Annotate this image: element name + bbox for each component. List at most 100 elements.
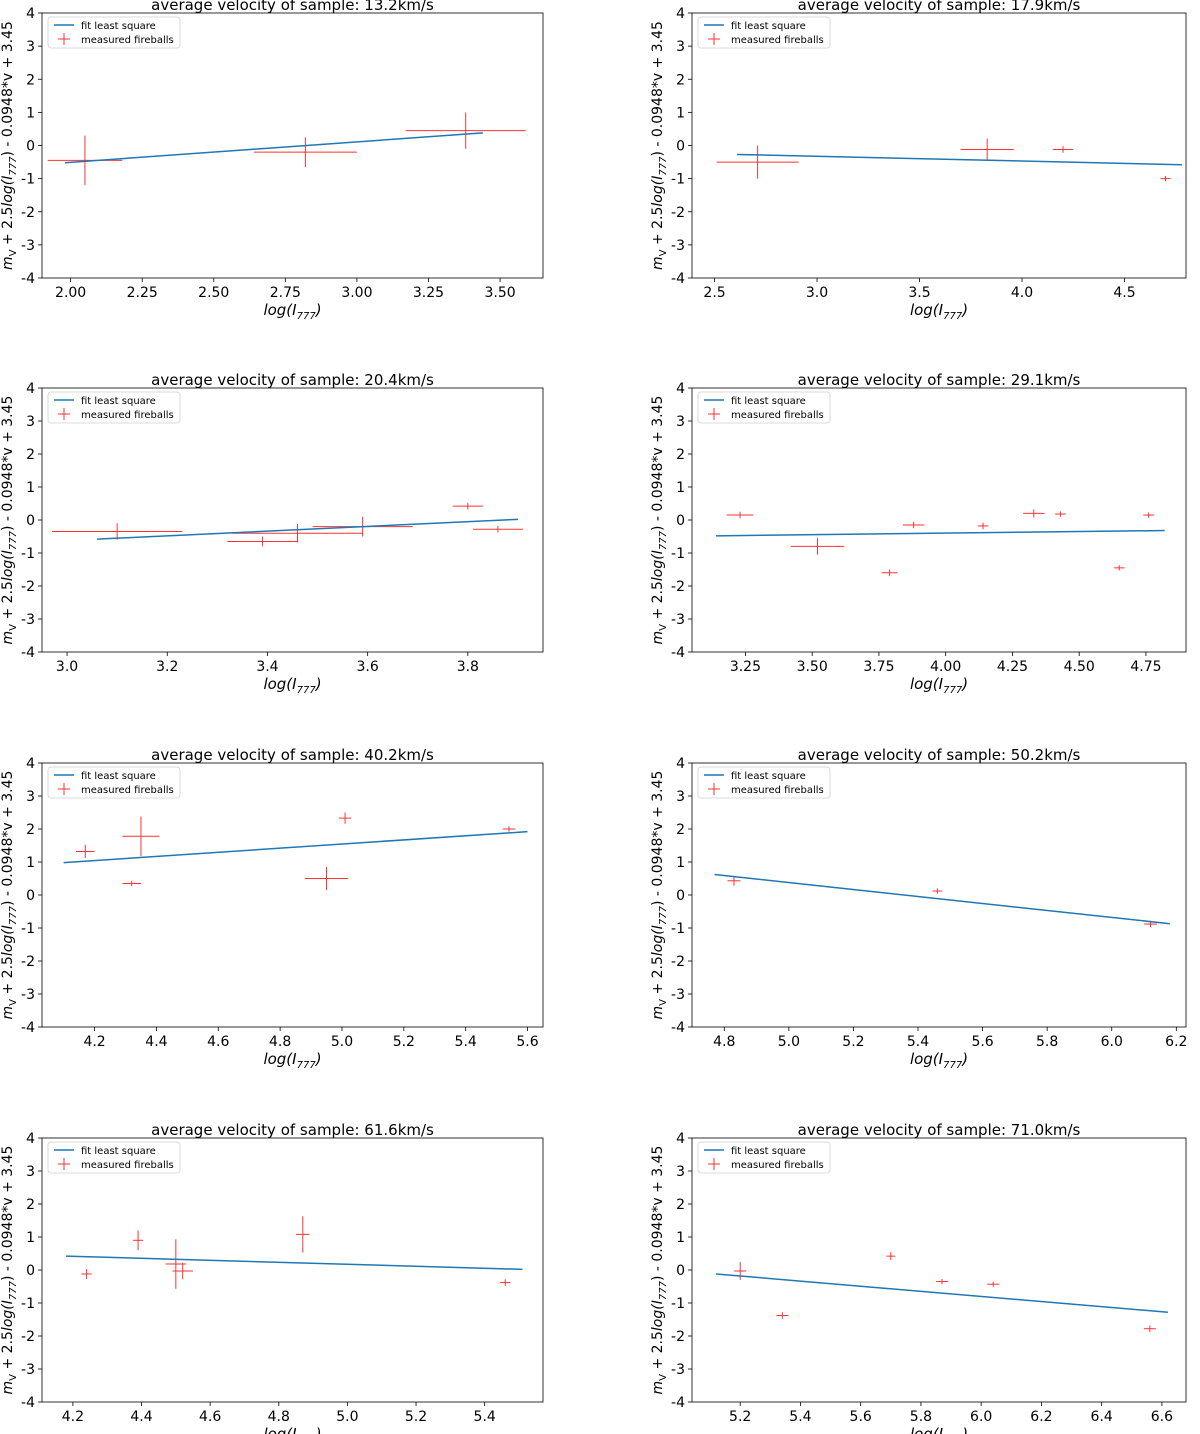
chart-title: average velocity of sample: 50.2km/s xyxy=(798,746,1081,764)
y-tick-label: -2 xyxy=(671,579,685,595)
data-point xyxy=(132,1230,144,1251)
fit-line xyxy=(97,518,518,540)
x-tick-label: 5.2 xyxy=(393,1034,415,1050)
x-axis-label: log(I777) xyxy=(910,675,968,696)
y-tick-label: -2 xyxy=(671,205,685,221)
y-tick-label: -2 xyxy=(671,1329,685,1345)
legend-fit-label: fit least square xyxy=(81,396,156,407)
x-tick-label: 3.2 xyxy=(156,659,178,675)
data-point xyxy=(776,1312,789,1319)
y-tick-label: 0 xyxy=(676,139,685,155)
y-axis-label: mV + 2.5log(I777) - 0.0948*v + 3.45 xyxy=(0,771,19,1020)
data-point xyxy=(932,888,943,894)
y-tick-label: -1 xyxy=(21,1296,35,1312)
y-tick-label: 0 xyxy=(26,139,35,155)
x-tick-label: 4.4 xyxy=(145,1034,167,1050)
fit-line xyxy=(65,1255,523,1271)
x-tick-label: 3.75 xyxy=(863,659,894,675)
x-tick-label: 4.6 xyxy=(207,1034,229,1050)
data-point xyxy=(1160,175,1171,182)
axes-frame xyxy=(41,1137,544,1403)
data-point xyxy=(76,844,95,859)
x-axis-label: log(I777) xyxy=(263,675,321,696)
chart-title: average velocity of sample: 29.1km/s xyxy=(798,371,1081,389)
y-tick-label: -3 xyxy=(671,612,685,628)
y-tick-label: 1 xyxy=(676,1230,685,1246)
y-tick-label: -4 xyxy=(671,645,685,661)
x-tick-label: 5.4 xyxy=(474,1409,496,1425)
y-tick-label: 4 xyxy=(676,756,685,772)
y-tick-label: 0 xyxy=(676,1263,685,1279)
data-point xyxy=(472,525,523,533)
data-point xyxy=(977,522,989,530)
data-point xyxy=(902,521,925,529)
x-tick-label: 3.0 xyxy=(806,285,828,301)
data-point xyxy=(716,145,799,179)
data-point xyxy=(1113,565,1125,571)
axes-frame xyxy=(691,12,1187,279)
y-tick-label: -4 xyxy=(21,271,35,287)
data-point xyxy=(727,875,741,886)
x-tick-label: 4.50 xyxy=(1064,659,1095,675)
data-point xyxy=(960,138,1014,161)
y-tick-label: -2 xyxy=(671,954,685,970)
legend-points-label: measured fireballs xyxy=(731,35,824,46)
chart-title: average velocity of sample: 61.6km/s xyxy=(151,1121,434,1139)
y-tick-label: 0 xyxy=(676,513,685,529)
chart-title: average velocity of sample: 40.2km/s xyxy=(151,746,434,764)
x-tick-label: 2.50 xyxy=(198,285,229,301)
x-tick-label: 6.2 xyxy=(1030,1409,1052,1425)
x-tick-label: 4.8 xyxy=(269,1034,291,1050)
data-point xyxy=(1055,511,1066,517)
x-tick-label: 5.8 xyxy=(1036,1034,1058,1050)
data-point xyxy=(304,866,349,891)
x-tick-label: 5.6 xyxy=(971,1034,993,1050)
y-tick-label: 1 xyxy=(26,1230,35,1246)
fit-line xyxy=(716,1273,1168,1313)
y-tick-label: 4 xyxy=(676,6,685,22)
y-tick-label: -3 xyxy=(671,987,685,1003)
data-point xyxy=(1052,146,1074,153)
legend-fit-label: fit least square xyxy=(731,1146,806,1157)
x-tick-label: 2.25 xyxy=(127,285,158,301)
y-tick-label: -4 xyxy=(21,1395,35,1411)
y-tick-label: -2 xyxy=(21,954,35,970)
y-tick-label: 4 xyxy=(676,1131,685,1147)
chart-6: average velocity of sample: 50.2km/s -4 -3… xyxy=(650,746,1187,1071)
y-tick-label: 1 xyxy=(26,855,35,871)
y-tick-label: 4 xyxy=(26,381,35,397)
y-tick-label: -4 xyxy=(671,1395,685,1411)
fit-line xyxy=(64,132,483,164)
x-tick-label: 2.00 xyxy=(55,285,86,301)
x-tick-label: 3.00 xyxy=(341,285,372,301)
x-tick-label: 5.0 xyxy=(778,1034,800,1050)
chart-title: average velocity of sample: 20.4km/s xyxy=(151,371,434,389)
chart-5: average velocity of sample: 40.2km/s -4 -3… xyxy=(0,746,544,1071)
legend-fit-label: fit least square xyxy=(731,21,806,32)
x-tick-label: 4.5 xyxy=(1113,285,1135,301)
y-tick-label: 1 xyxy=(676,855,685,871)
y-axis-label: mV + 2.5log(I777) - 0.0948*v + 3.45 xyxy=(650,21,669,270)
y-axis-label: mV + 2.5log(I777) - 0.0948*v + 3.45 xyxy=(650,771,669,1020)
x-tick-label: 6.6 xyxy=(1151,1409,1173,1425)
y-tick-label: -1 xyxy=(671,172,685,188)
x-axis-label: log(I777) xyxy=(263,1050,321,1071)
x-tick-label: 3.25 xyxy=(413,285,444,301)
axes-frame xyxy=(691,1137,1187,1403)
y-tick-label: 4 xyxy=(676,381,685,397)
x-tick-label: 5.4 xyxy=(455,1034,477,1050)
x-tick-label: 4.0 xyxy=(1011,285,1033,301)
y-tick-label: 0 xyxy=(26,888,35,904)
y-axis-label: mV + 2.5log(I777) - 0.0948*v + 3.45 xyxy=(0,396,19,645)
data-point xyxy=(452,502,483,510)
y-tick-label: -3 xyxy=(21,612,35,628)
x-axis-label: log(I777) xyxy=(263,1425,321,1434)
x-tick-label: 6.4 xyxy=(1091,1409,1113,1425)
data-point xyxy=(52,523,183,540)
data-point xyxy=(1143,1325,1156,1333)
x-tick-label: 4.8 xyxy=(268,1409,290,1425)
x-tick-label: 5.4 xyxy=(907,1034,929,1050)
legend-fit-label: fit least square xyxy=(81,21,156,32)
x-tick-label: 3.50 xyxy=(797,659,828,675)
y-tick-label: -3 xyxy=(21,238,35,254)
